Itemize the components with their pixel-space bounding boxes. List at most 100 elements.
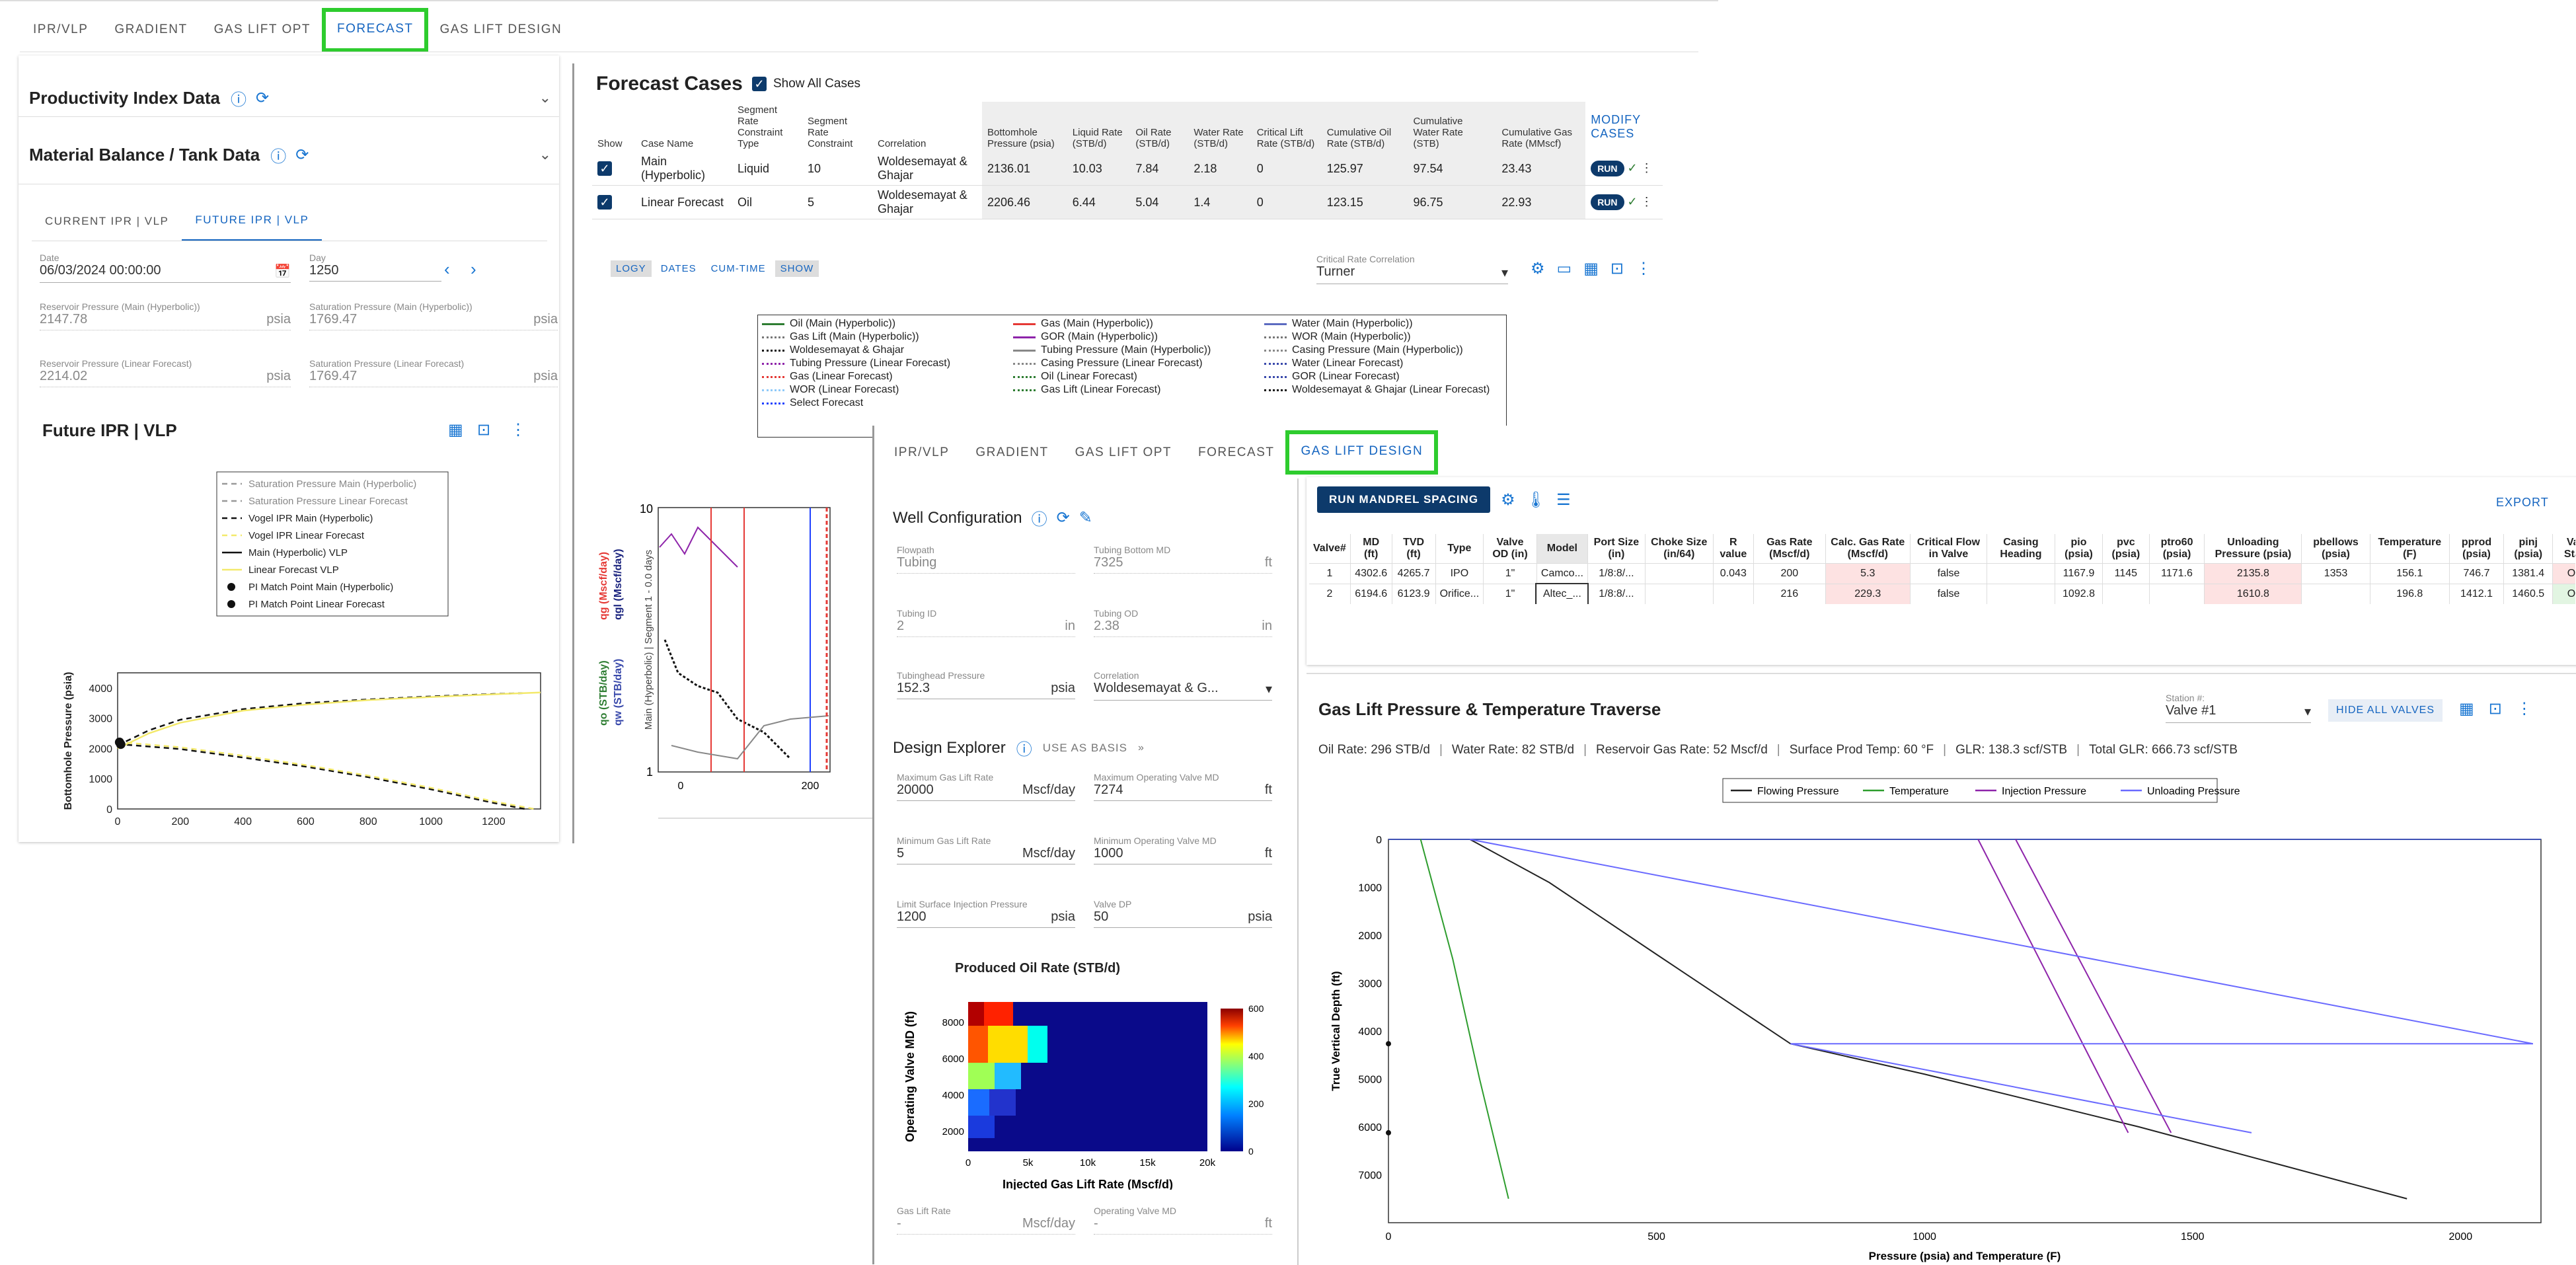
valve-cell[interactable]: Camco... <box>1536 563 1588 584</box>
list-icon[interactable]: ☰ <box>1556 490 1571 509</box>
tubinghead-pressure-field[interactable]: Tubinghead Pressure 152.3 psia <box>897 670 1075 699</box>
legend-item[interactable]: Water (Linear Forecast) <box>1264 358 1502 369</box>
help-icon[interactable]: ⓘ <box>230 91 246 109</box>
hide-valves-button[interactable]: HIDE ALL VALVES <box>2328 699 2443 722</box>
res-main-field[interactable]: Reservoir Pressure (Main (Hyperbolic)) 2… <box>40 301 291 330</box>
more-icon[interactable]: ⋮ <box>1640 161 1653 174</box>
legend-item[interactable]: Casing Pressure (Linear Forecast) <box>1013 358 1264 369</box>
cum-time-button[interactable]: CUM-TIME <box>710 263 766 274</box>
legend-item[interactable]: WOR (Main (Hyperbolic)) <box>1264 331 1502 343</box>
help-icon[interactable]: ⓘ <box>270 147 287 166</box>
legend-item[interactable]: Tubing Pressure (Linear Forecast) <box>762 358 1013 369</box>
day-field[interactable]: Day 1250 <box>309 252 441 282</box>
legend-item[interactable]: Woldesemayat & Ghajar <box>762 344 1013 356</box>
correlation-field[interactable]: Correlation Woldesemayat & G... ▾ <box>1094 670 1272 701</box>
tab-gas-lift-opt[interactable]: GAS LIFT OPT <box>213 22 311 36</box>
limit-surface-inj-field[interactable]: Limit Surface Injection Pressure 1200 psi… <box>897 899 1075 928</box>
tab-ipr-vlp[interactable]: IPR/VLP <box>894 445 950 459</box>
tab-gas-lift-opt[interactable]: GAS LIFT OPT <box>1075 445 1172 459</box>
refresh-icon[interactable]: ⟳ <box>295 145 309 164</box>
min-gas-lift-field[interactable]: Minimum Gas Lift Rate 5 Mscf/day <box>897 835 1075 864</box>
tab-forecast[interactable]: FORECAST <box>1198 445 1275 459</box>
valve-cell[interactable]: 1" <box>1483 584 1537 604</box>
legend-item[interactable]: GOR (Linear Forecast) <box>1264 371 1502 383</box>
table-icon[interactable]: ▦ <box>2459 700 2474 718</box>
thermometer-icon[interactable]: 🌡 <box>1525 490 1546 509</box>
show-button[interactable]: SHOW <box>775 260 819 277</box>
legend-item[interactable]: Woldesemayat & Ghajar (Linear Forecast) <box>1264 384 1502 396</box>
valve-cell[interactable]: 1" <box>1483 563 1537 584</box>
legend-item[interactable]: WOR (Linear Forecast) <box>762 384 1013 396</box>
tab-gas-lift-design[interactable]: GAS LIFT DESIGN <box>439 22 562 36</box>
legend-item[interactable]: Gas (Linear Forecast) <box>762 371 1013 383</box>
op-valve-md-field[interactable]: Operating Valve MD - ft <box>1094 1206 1272 1235</box>
show-all-checkbox[interactable]: ✓ Show All Cases <box>752 77 860 91</box>
help-icon[interactable]: ⓘ <box>1031 511 1047 529</box>
valve-dp-field[interactable]: Valve DP 50 psia <box>1094 899 1272 928</box>
valve-cell[interactable]: Orifice... <box>1435 584 1484 604</box>
max-op-valve-field[interactable]: Maximum Operating Valve MD 7274 ft <box>1094 772 1272 801</box>
more-icon[interactable]: ⋮ <box>510 421 526 439</box>
more-icon[interactable]: ⋮ <box>1640 195 1653 208</box>
chevron-left-icon[interactable]: ‹ <box>444 259 450 279</box>
more-icon[interactable]: ⋮ <box>2516 700 2532 718</box>
legend-item[interactable]: Tubing Pressure (Main (Hyperbolic)) <box>1013 344 1264 356</box>
tubing-id-field[interactable]: Tubing ID 2 in <box>897 608 1075 637</box>
tubing-bottom-md-field[interactable]: Tubing Bottom MD 7325 ft <box>1094 545 1272 574</box>
zoom-icon[interactable]: ⊡ <box>2488 700 2502 718</box>
mb-accordion[interactable]: Material Balance / Tank Data ⓘ ⟳ ⌄ <box>29 135 551 174</box>
run-button[interactable]: RUN <box>1591 161 1624 176</box>
legend-item[interactable]: Gas Lift (Linear Forecast) <box>1013 384 1264 396</box>
legend-item[interactable]: Oil (Main (Hyperbolic)) <box>762 318 1013 330</box>
valve-cell[interactable] <box>1645 584 1714 604</box>
flowpath-field[interactable]: Flowpath Tubing <box>897 545 1075 574</box>
legend-item[interactable]: Oil (Linear Forecast) <box>1013 371 1264 383</box>
dates-button[interactable]: DATES <box>660 263 697 274</box>
date-field[interactable]: Date 06/03/2024 00:00:00 📅 <box>40 252 291 283</box>
tab-forecast[interactable]: FORECAST <box>322 7 429 52</box>
legend-item[interactable]: Casing Pressure (Main (Hyperbolic)) <box>1264 344 1502 356</box>
run-button[interactable]: RUN <box>1591 194 1624 210</box>
sat-lin-field[interactable]: Saturation Pressure (Linear Forecast) 17… <box>309 358 558 387</box>
gas-lift-rate-field[interactable]: Gas Lift Rate - Mscf/day <box>897 1206 1075 1235</box>
refresh-icon[interactable]: ⟳ <box>255 89 270 107</box>
chart-settings-icon[interactable]: ⚙ <box>1531 260 1545 278</box>
tab-ipr-vlp[interactable]: IPR/VLP <box>33 22 89 36</box>
use-as-basis-button[interactable]: USE AS BASIS <box>1042 741 1127 754</box>
zoom-icon[interactable]: ⊡ <box>477 421 491 439</box>
station-field[interactable]: Station #: Valve #1 ▾ <box>2166 693 2311 723</box>
valve-cell[interactable]: IPO <box>1435 563 1484 584</box>
valve-cell[interactable] <box>1645 563 1714 584</box>
sat-main-field[interactable]: Saturation Pressure (Main (Hyperbolic)) … <box>309 301 558 330</box>
chevron-down-icon[interactable]: ⌄ <box>539 89 551 106</box>
valve-cell[interactable]: 1/8:8/... <box>1587 584 1646 604</box>
legend-item[interactable]: Gas Lift (Main (Hyperbolic)) <box>762 331 1013 343</box>
tab-gradient[interactable]: GRADIENT <box>114 22 188 36</box>
export-button[interactable]: EXPORT <box>2496 496 2549 509</box>
table-icon[interactable]: ▦ <box>1583 260 1599 278</box>
settings-icon[interactable]: ⚙ <box>1501 490 1515 509</box>
tab-gas-lift-design[interactable]: GAS LIFT DESIGN <box>1285 430 1439 475</box>
edit-icon[interactable]: ✎ <box>1079 509 1092 527</box>
refresh-icon[interactable]: ⟳ <box>1056 509 1070 527</box>
legend-item[interactable]: Select Forecast <box>762 397 1013 409</box>
legend-item[interactable]: Water (Main (Hyperbolic)) <box>1264 318 1502 330</box>
table-icon[interactable]: ▦ <box>448 421 463 439</box>
logy-button[interactable]: LOGY <box>611 260 652 277</box>
comment-icon[interactable]: ▭ <box>1556 260 1572 278</box>
help-icon[interactable]: ⓘ <box>1016 741 1032 759</box>
tubing-od-field[interactable]: Tubing OD 2.38 in <box>1094 608 1272 637</box>
min-op-valve-field[interactable]: Minimum Operating Valve MD 1000 ft <box>1094 835 1272 864</box>
more-icon[interactable]: ⋮ <box>1636 260 1651 278</box>
chevron-down-icon[interactable]: ⌄ <box>539 146 551 163</box>
row-checkbox[interactable]: ✓ <box>592 152 636 186</box>
valve-cell[interactable]: Altec_... <box>1535 582 1589 604</box>
max-gas-lift-field[interactable]: Maximum Gas Lift Rate 20000 Mscf/day <box>897 772 1075 801</box>
res-lin-field[interactable]: Reservoir Pressure (Linear Forecast) 221… <box>40 358 291 387</box>
calendar-icon[interactable]: 📅 <box>274 264 291 279</box>
tab-future-ipr[interactable]: FUTURE IPR | VLP <box>182 201 322 241</box>
legend-item[interactable]: GOR (Main (Hyperbolic)) <box>1013 331 1264 343</box>
run-mandrel-button[interactable]: RUN MANDREL SPACING <box>1317 486 1491 513</box>
pi-accordion[interactable]: Productivity Index Data ⓘ ⟳ ⌄ <box>29 78 551 118</box>
chevron-right-icon[interactable]: › <box>471 259 476 279</box>
